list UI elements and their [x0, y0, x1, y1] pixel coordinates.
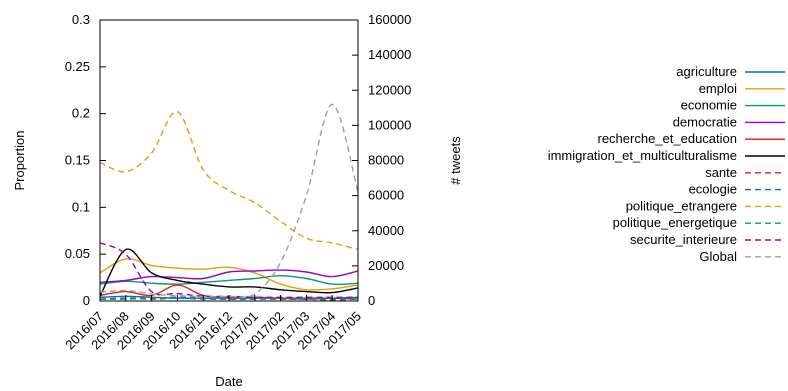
series-line-politique-etrangere — [100, 111, 358, 251]
legend-label: democratie — [673, 114, 737, 129]
y-tick-label: 0.2 — [72, 106, 90, 121]
series-line-emploi — [100, 258, 358, 291]
y2-axis-label: # tweets — [448, 136, 463, 185]
legend-label: economie — [681, 98, 737, 113]
y2-tick-label: 120000 — [368, 82, 411, 97]
series-line-immigration-et-multiculturalisme — [100, 248, 358, 297]
y-tick-label: 0.15 — [65, 153, 90, 168]
y2-tick-label: 100000 — [368, 117, 411, 132]
y2-tick-label: 60000 — [368, 188, 404, 203]
series-line-democratie — [100, 269, 358, 283]
y2-tick-label: 80000 — [368, 153, 404, 168]
y2-tick-label: 0 — [368, 293, 375, 308]
y-tick-label: 0.25 — [65, 59, 90, 74]
legend-label: ecologie — [689, 182, 737, 197]
legend-label: securite_interieure — [630, 232, 737, 247]
legend-label: politique_energetique — [613, 215, 737, 230]
y2-tick-label: 160000 — [368, 12, 411, 27]
y2-tick-label: 140000 — [368, 47, 411, 62]
series-layer — [100, 103, 358, 301]
legend-label: emploi — [699, 81, 737, 96]
series-line-global — [100, 103, 358, 298]
right-axis: 0 20000 40000 60000 80000 100000 120000 140000 1… — [352, 12, 411, 308]
legend-label: agriculture — [676, 64, 737, 79]
y-tick-label: 0.05 — [65, 246, 90, 261]
y2-tick-label: 40000 — [368, 223, 404, 238]
x-axis: 2016/072016/082016/092016/102016/112016/… — [62, 295, 364, 352]
legend-label: sante — [705, 165, 737, 180]
legend-label: immigration_et_multiculturalisme — [548, 148, 737, 163]
series-line-politique-energetique — [100, 297, 358, 301]
y2-tick-label: 20000 — [368, 258, 404, 273]
left-axis: 0 0.05 0.1 0.15 0.2 0.25 0.3 — [65, 12, 106, 308]
y-tick-label: 0.1 — [72, 199, 90, 214]
y-tick-label: 0.3 — [72, 12, 90, 27]
y-axis-label: Proportion — [12, 131, 27, 191]
x-axis-label: Date — [215, 374, 242, 389]
legend-label: recherche_et_education — [598, 131, 738, 146]
series-line-economie — [100, 274, 358, 286]
y-tick-label: 0 — [83, 293, 90, 308]
legend-label: Global — [699, 249, 737, 264]
legend-label: politique_etrangere — [626, 198, 737, 213]
